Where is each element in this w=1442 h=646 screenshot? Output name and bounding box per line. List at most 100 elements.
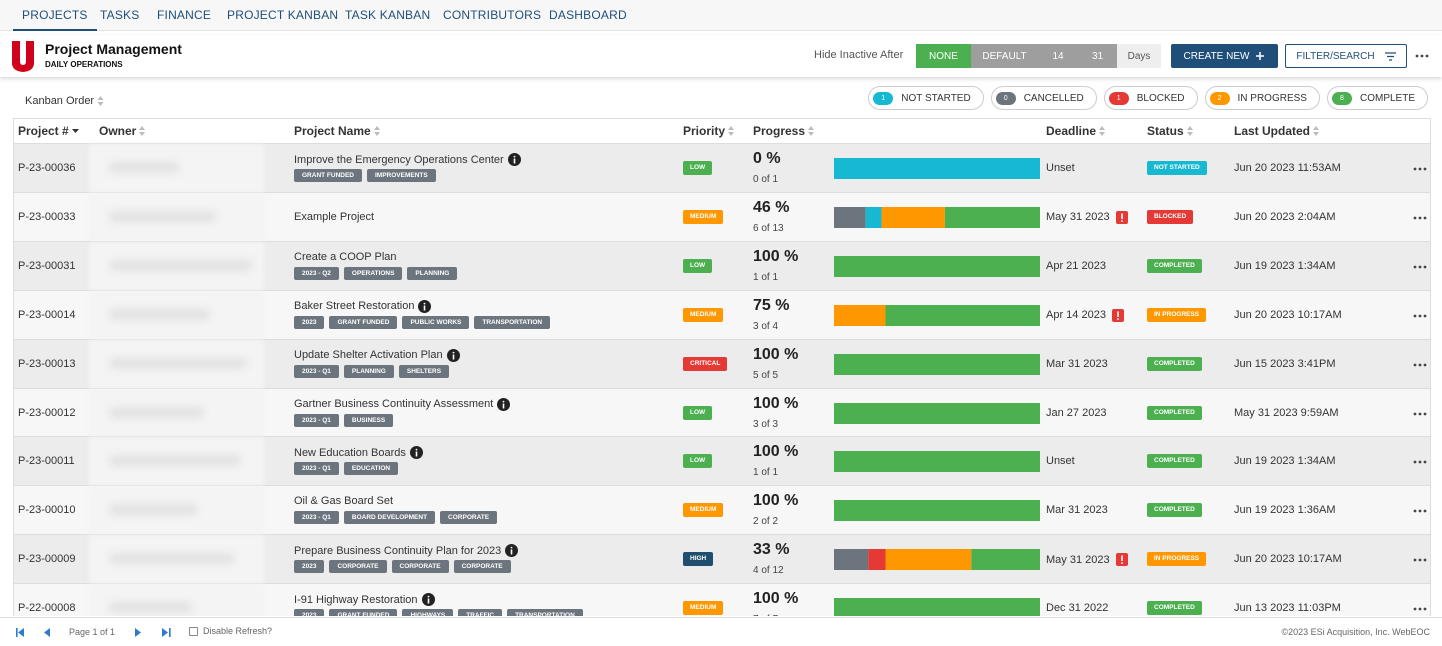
table-row[interactable]: P-23-00012 Gartner Business Continuity As… — [14, 387, 1430, 438]
project-name-cell[interactable]: New Education Boards — [294, 446, 423, 460]
option-button[interactable]: DEFAULT — [971, 44, 1038, 68]
sort-icon — [97, 96, 104, 106]
tag: 2023 — [294, 560, 325, 574]
progress-segment — [944, 206, 1040, 228]
option-button[interactable]: NONE — [916, 44, 971, 68]
project-name: Example Project — [294, 210, 375, 223]
owner-blur — [109, 259, 253, 271]
legend-pill[interactable]: 1 BLOCKED — [1103, 86, 1198, 110]
deadline-cell: Jan 27 2023 — [1046, 407, 1107, 419]
project-name-cell[interactable]: I-91 Highway Restoration — [294, 593, 435, 607]
column-header[interactable]: Project # — [18, 124, 79, 138]
project-name-cell[interactable]: Example Project — [294, 211, 374, 223]
legend-pill[interactable]: 1 NOT STARTED — [868, 86, 984, 110]
last-updated: Jun 20 2023 10:17AM — [1234, 553, 1342, 566]
table-row[interactable]: P-23-00033 Example Project MEDIUM 46 % 6 of … — [14, 191, 1430, 242]
project-name-cell[interactable]: Oil & Gas Board Set — [294, 495, 393, 507]
legend-pill[interactable]: 0 CANCELLED — [990, 86, 1097, 110]
sort-icon — [808, 126, 815, 136]
table-row[interactable]: P-23-00031 Create a COOP Plan 2023 - Q2 OPE… — [14, 240, 1430, 291]
progress-bar — [834, 255, 1040, 277]
project-name-cell[interactable]: Prepare Business Continuity Plan for 202… — [294, 544, 519, 558]
nav-tab[interactable]: CONTRIBUTORS — [443, 8, 542, 22]
owner-blur — [109, 210, 216, 222]
nav-tab[interactable]: TASK KANBAN — [345, 8, 431, 22]
column-header[interactable]: Priority — [683, 124, 735, 138]
filter-icon — [1384, 51, 1396, 61]
create-button[interactable]: CREATE NEW — [1171, 44, 1278, 68]
refresh-toggle[interactable]: Disable Refresh? — [189, 626, 272, 636]
column-label: Priority — [683, 124, 726, 138]
column-header[interactable]: Owner — [99, 124, 146, 138]
last-updated: Jun 15 2023 3:41PM — [1234, 357, 1336, 370]
table-row[interactable]: P-23-00011 New Education Boards 2023 - Q1 E… — [14, 436, 1430, 487]
progress-percent: 33 % — [753, 541, 790, 559]
column-label: Project # — [18, 124, 69, 138]
deadline: Jan 27 2023 — [1046, 406, 1107, 419]
progress-count: 7 of 7 — [753, 614, 778, 616]
project-name-cell[interactable]: Improve the Emergency Operations Center — [294, 153, 521, 166]
tag: GRANT FUNDED — [294, 169, 362, 182]
column-header[interactable]: Progress — [753, 124, 815, 138]
deadline: May 31 2023 — [1046, 553, 1110, 566]
status-badge: COMPLETED — [1147, 503, 1202, 518]
deadline-cell: Mar 31 2023 — [1046, 504, 1108, 516]
option-button[interactable]: 14 — [1038, 44, 1078, 68]
page-info: Page 1 of 1 — [69, 627, 116, 637]
project-name: Oil & Gas Board Set — [294, 495, 394, 508]
last-updated: Jun 19 2023 1:34AM — [1234, 455, 1336, 468]
last-updated: Jun 19 2023 1:36AM — [1234, 504, 1336, 517]
tag: PLANNING — [407, 266, 458, 280]
tag: 2023 - Q1 — [294, 462, 339, 476]
checkbox[interactable] — [189, 626, 198, 636]
progress-segment — [834, 304, 886, 326]
tag: HIGHWAYS — [402, 609, 454, 616]
nav-tab[interactable]: DASHBOARD — [549, 8, 627, 22]
nav-tab[interactable]: PROJECT KANBAN — [227, 8, 339, 22]
progress-percent: 100 % — [753, 443, 799, 461]
tag: 2023 - Q1 — [294, 511, 339, 525]
column-header[interactable]: Last Updated — [1234, 124, 1320, 138]
column-header[interactable]: Deadline — [1046, 124, 1106, 138]
legend-pill[interactable]: 8 COMPLETE — [1326, 86, 1428, 110]
nav-tab[interactable]: TASKS — [100, 8, 140, 22]
priority-badge: LOW — [683, 454, 713, 469]
hide-label: Hide Inactive After — [814, 49, 904, 61]
table-row[interactable]: P-23-00010 Oil & Gas Board Set 2023 - Q1 BO… — [14, 485, 1430, 536]
project-name-cell[interactable]: Gartner Business Continuity Assessment — [294, 397, 511, 411]
project-name-cell[interactable]: Baker Street Restoration — [294, 299, 432, 313]
filter-button[interactable]: FILTER/SEARCH — [1285, 44, 1407, 68]
progress-bar — [834, 304, 1040, 326]
table-row[interactable]: P-23-00013 Update Shelter Activation Plan… — [14, 338, 1430, 389]
progress-segment — [834, 158, 1040, 179]
plus-icon — [1256, 52, 1265, 60]
column-header[interactable]: Status — [1147, 124, 1194, 138]
legend-label: COMPLETE — [1359, 92, 1415, 104]
column-label: Progress — [753, 124, 806, 138]
table-row[interactable]: P-22-00008 I-91 Highway Restoration 2023 GR… — [14, 583, 1430, 616]
row-menu — [1413, 509, 1427, 513]
more-menu[interactable] — [1415, 53, 1429, 59]
deadline-cell: Apr 21 2023 — [1046, 260, 1106, 272]
priority-badge: MEDIUM — [683, 307, 724, 322]
table-row[interactable]: P-23-00036 Improve the Emergency Operatio… — [14, 143, 1430, 193]
tag: TRAFFIC — [458, 609, 503, 616]
table-row[interactable]: P-23-00014 Baker Street Restoration 2023 GR… — [14, 289, 1430, 340]
sort-select[interactable]: Kanban Order — [25, 95, 104, 107]
priority-badge: LOW — [683, 161, 713, 175]
option-button[interactable]: 31 — [1078, 44, 1117, 68]
column-header[interactable]: Project Name — [294, 124, 381, 138]
tag: TRANSPORTATION — [507, 609, 583, 616]
sort-icon — [1099, 126, 1106, 136]
nav-tab[interactable]: FINANCE — [157, 8, 212, 22]
table-row[interactable]: P-23-00009 Prepare Business Continuity Pl… — [14, 534, 1430, 585]
project-name: Gartner Business Continuity Assessment — [294, 398, 494, 410]
project-name-cell[interactable]: Update Shelter Activation Plan — [294, 348, 460, 362]
progress-percent: 100 % — [753, 394, 799, 412]
row-menu — [1413, 607, 1427, 611]
row-menu — [1413, 216, 1427, 220]
legend-pill[interactable]: 2 IN PROGRESS — [1204, 86, 1320, 110]
project-name-cell[interactable]: Create a COOP Plan — [294, 251, 397, 263]
nav-tab[interactable]: PROJECTS — [22, 8, 88, 22]
deadline: Unset — [1046, 162, 1075, 174]
